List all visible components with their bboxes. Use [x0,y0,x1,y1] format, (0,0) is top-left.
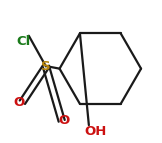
Text: S: S [41,60,51,73]
Text: OH: OH [84,125,106,138]
Text: O: O [13,96,24,109]
Text: O: O [58,114,69,127]
Text: Cl: Cl [16,35,30,48]
